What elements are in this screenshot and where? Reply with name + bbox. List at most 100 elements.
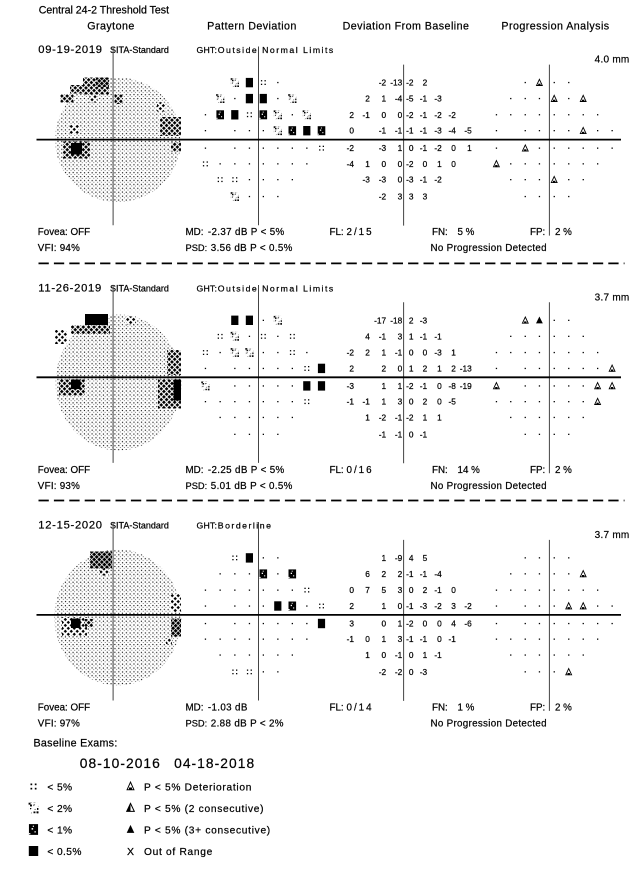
svg-text:< 1%: < 1% — [47, 825, 72, 836]
svg-text:-1: -1 — [347, 634, 355, 644]
svg-text:-4: -4 — [395, 94, 403, 104]
svg-text:-1: -1 — [434, 585, 442, 595]
svg-text:-2: -2 — [379, 192, 387, 202]
svg-text:-1: -1 — [395, 412, 403, 422]
svg-text:12-15-2020: 12-15-2020 — [38, 520, 102, 532]
svg-text:1: 1 — [437, 412, 442, 422]
svg-text:-2: -2 — [434, 110, 442, 120]
svg-text:09-19-2019: 09-19-2019 — [38, 44, 102, 56]
svg-text:-3: -3 — [379, 143, 387, 153]
svg-text:2: 2 — [398, 569, 403, 579]
svg-text:3: 3 — [423, 192, 428, 202]
svg-text:-1: -1 — [434, 650, 442, 660]
svg-text:3: 3 — [451, 601, 456, 611]
svg-text:-2: -2 — [347, 143, 355, 153]
svg-text:-13: -13 — [460, 363, 472, 373]
svg-text:Fovea: OFF: Fovea: OFF — [38, 702, 90, 713]
svg-text:6: 6 — [365, 569, 370, 579]
svg-text:1: 1 — [381, 397, 386, 407]
svg-text:MD:: MD: — [186, 465, 204, 476]
svg-text:5.01 dB P < 0.5%: 5.01 dB P < 0.5% — [211, 481, 293, 492]
svg-text:3: 3 — [398, 585, 403, 595]
svg-text:Borderline: Borderline — [218, 521, 273, 531]
svg-text:0: 0 — [349, 126, 354, 136]
svg-text:0: 0 — [409, 667, 414, 677]
svg-text:7: 7 — [365, 585, 370, 595]
svg-text:-2: -2 — [406, 159, 414, 169]
svg-text:PSD:: PSD: — [186, 718, 208, 728]
svg-text:-1: -1 — [395, 429, 403, 439]
svg-text:1: 1 — [423, 650, 428, 660]
svg-text:SITA-Standard: SITA-Standard — [110, 45, 169, 55]
svg-text:-1: -1 — [363, 397, 371, 407]
svg-text:-2: -2 — [379, 412, 387, 422]
svg-text:Outside Normal Limits: Outside Normal Limits — [218, 45, 335, 55]
svg-text:-4: -4 — [449, 126, 457, 136]
svg-text:2: 2 — [381, 569, 386, 579]
svg-text:-3: -3 — [434, 94, 442, 104]
svg-text:1: 1 — [381, 381, 386, 391]
svg-text:FL:: FL: — [330, 465, 344, 476]
svg-text:-9: -9 — [395, 553, 403, 563]
svg-text:-1.03 dB: -1.03 dB — [208, 702, 248, 713]
svg-text:FN:: FN: — [432, 465, 448, 476]
svg-text:-1: -1 — [420, 94, 428, 104]
svg-text:-3: -3 — [347, 381, 355, 391]
svg-text:2: 2 — [423, 397, 428, 407]
svg-text:2: 2 — [409, 315, 414, 325]
svg-text:3: 3 — [409, 192, 414, 202]
svg-text:1: 1 — [409, 363, 414, 373]
svg-text:-1: -1 — [449, 634, 457, 644]
svg-text:PSD:: PSD: — [186, 481, 208, 491]
svg-text:-2: -2 — [379, 78, 387, 88]
svg-text:0: 0 — [437, 381, 442, 391]
svg-text:1: 1 — [398, 143, 403, 153]
svg-text:0: 0 — [437, 619, 442, 629]
svg-text:0: 0 — [409, 585, 414, 595]
svg-text:1: 1 — [409, 331, 414, 341]
svg-text:1: 1 — [365, 159, 370, 169]
svg-text:-2: -2 — [406, 78, 414, 88]
svg-text:1: 1 — [437, 159, 442, 169]
svg-text:FP:: FP: — [530, 702, 545, 713]
svg-text:1: 1 — [467, 143, 472, 153]
svg-text:1: 1 — [381, 634, 386, 644]
svg-text:3.56 dB P < 0.5%: 3.56 dB P < 0.5% — [211, 243, 293, 254]
svg-text:< 5%: < 5% — [47, 782, 72, 793]
svg-text:1 %: 1 % — [458, 702, 475, 713]
svg-text:Graytone: Graytone — [87, 21, 135, 33]
svg-text:P < 5% (3+ consecutive): P < 5% (3+ consecutive) — [144, 825, 271, 836]
svg-text:FN:: FN: — [432, 702, 448, 713]
svg-text:SITA-Standard: SITA-Standard — [110, 521, 169, 531]
svg-text:< 0.5%: < 0.5% — [47, 847, 81, 858]
svg-text:0: 0 — [381, 619, 386, 629]
svg-text:-1: -1 — [420, 634, 428, 644]
svg-text:0: 0 — [437, 634, 442, 644]
svg-text:1: 1 — [365, 412, 370, 422]
svg-text:2: 2 — [349, 363, 354, 373]
svg-text:0: 0 — [423, 348, 428, 358]
svg-text:0: 0 — [398, 175, 403, 185]
svg-text:-4: -4 — [434, 569, 442, 579]
svg-text:2: 2 — [365, 348, 370, 358]
svg-text:VFI: 94%: VFI: 94% — [38, 243, 80, 254]
svg-text:3: 3 — [349, 619, 354, 629]
svg-text:-3: -3 — [434, 348, 442, 358]
svg-text:P < 5% Deterioration: P < 5% Deterioration — [144, 782, 252, 793]
svg-text:-18: -18 — [390, 315, 402, 325]
svg-text:Pattern Deviation: Pattern Deviation — [207, 21, 297, 33]
svg-text:2 %: 2 % — [555, 227, 572, 238]
svg-text:1: 1 — [381, 553, 386, 563]
svg-text:-13: -13 — [390, 78, 402, 88]
svg-text:-1: -1 — [420, 381, 428, 391]
svg-text:-1: -1 — [395, 348, 403, 358]
svg-text:-1: -1 — [406, 569, 414, 579]
svg-text:VFI: 93%: VFI: 93% — [38, 481, 80, 492]
svg-text:VFI: 97%: VFI: 97% — [38, 718, 80, 729]
svg-text:FP:: FP: — [530, 465, 545, 476]
svg-text:0/16: 0/16 — [347, 465, 374, 476]
svg-text:1: 1 — [451, 348, 456, 358]
svg-text:-2: -2 — [406, 619, 414, 629]
svg-text:2: 2 — [349, 110, 354, 120]
svg-text:2.88 dB P < 2%: 2.88 dB P < 2% — [211, 718, 284, 729]
